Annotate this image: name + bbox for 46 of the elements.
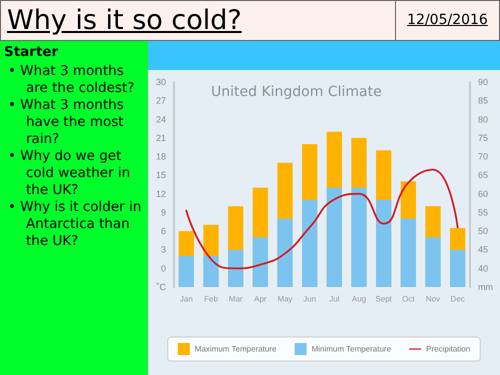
x-tick-label: Oct — [402, 294, 416, 304]
x-tick-label: Jun — [303, 294, 316, 304]
y-tick-label: 12 — [156, 188, 166, 199]
x-tick-label: Feb — [204, 294, 218, 304]
y2-tick-label: 40 — [478, 263, 488, 274]
y-tick-label: 0 — [160, 263, 166, 274]
y2-tick-label: 90 — [478, 77, 488, 87]
y2-tick-label: mm — [478, 282, 493, 292]
x-tick-label: Dec — [450, 294, 465, 304]
y-tick-label: 21 — [156, 132, 166, 143]
y2-tick-label: 65 — [478, 170, 488, 180]
y-tick-label: 24 — [156, 114, 166, 124]
legend-label: Maximum Temperature — [194, 344, 278, 354]
text: • What 3 months are the coldest? — [8, 63, 136, 97]
y2-tick-label: 80 — [478, 114, 488, 124]
x-tick-label: Sept — [375, 294, 393, 304]
y2-tick-label: 50 — [478, 226, 488, 236]
y-tick-label: 9 — [160, 207, 166, 218]
y2-tick-label: 85 — [478, 96, 488, 106]
x-tick-label: Apr — [254, 294, 267, 304]
legend-label: Precipitation — [426, 344, 470, 354]
chart-title: United Kingdom Climate — [211, 84, 382, 100]
y-tick-label: 27 — [156, 96, 166, 106]
text: Why is it so cold? — [7, 5, 242, 36]
y-tick-label: ˚C — [156, 282, 166, 292]
x-tick-label: Jul — [329, 294, 340, 304]
y-tick-label: 3 — [160, 244, 166, 255]
x-tick-label: Mar — [228, 294, 243, 304]
y-tick-label: 6 — [160, 226, 166, 236]
y-tick-label: 30 — [156, 77, 166, 87]
text: • Why is it colder in Antarctica than the UK? — [8, 199, 142, 250]
y2-tick-label: 70 — [478, 152, 488, 162]
y-tick-label: 15 — [156, 170, 166, 180]
text: • What 3 months have the most rain? — [8, 97, 125, 148]
y2-tick-label: 55 — [478, 207, 488, 218]
y2-tick-label: 75 — [478, 132, 488, 143]
text: • Why do we get cold weather in the UK? — [8, 148, 132, 199]
x-tick-label: May — [277, 294, 293, 304]
y-tick-label: 18 — [156, 152, 166, 162]
legend-label: Minimum Temperature — [312, 344, 392, 354]
x-tick-label: Jan — [180, 294, 193, 304]
x-tick-label: Aug — [352, 294, 366, 304]
x-tick-label: Nov — [426, 294, 440, 304]
text: Starter — [4, 44, 58, 60]
y2-tick-label: 45 — [478, 244, 488, 255]
y2-tick-label: 60 — [478, 188, 488, 199]
